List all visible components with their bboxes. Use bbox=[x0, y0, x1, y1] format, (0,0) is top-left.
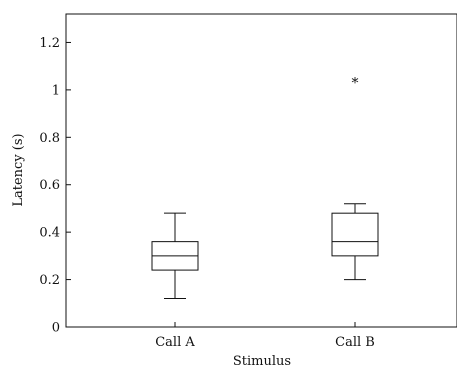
y-tick-label: 0.2 bbox=[39, 273, 60, 288]
x-tick-label: Call A bbox=[155, 335, 195, 350]
y-tick-label: 1 bbox=[52, 83, 60, 98]
y-axis-ticks: 0 0.2 0.4 0.6 0.8 1 1.2 bbox=[39, 36, 71, 336]
outlier-marker: * bbox=[352, 75, 359, 91]
x-axis-title: Stimulus bbox=[233, 354, 291, 369]
y-tick-label: 0.8 bbox=[39, 131, 60, 146]
y-tick-label: 0.6 bbox=[39, 178, 60, 193]
x-tick-label: Call B bbox=[335, 335, 375, 350]
box-series: * bbox=[151, 75, 379, 300]
box-2: * bbox=[331, 75, 379, 281]
plot-frame bbox=[65, 13, 457, 328]
y-tick-label: 0.4 bbox=[39, 226, 60, 241]
y-axis-title: Latency (s) bbox=[11, 133, 26, 206]
box-1 bbox=[151, 212, 199, 300]
axes bbox=[65, 13, 457, 328]
y-tick-label: 1.2 bbox=[39, 36, 60, 51]
iqr-box bbox=[331, 212, 379, 257]
y-tick-label: 0 bbox=[52, 321, 60, 336]
x-axis-ticks: Call A Call B bbox=[155, 322, 375, 350]
